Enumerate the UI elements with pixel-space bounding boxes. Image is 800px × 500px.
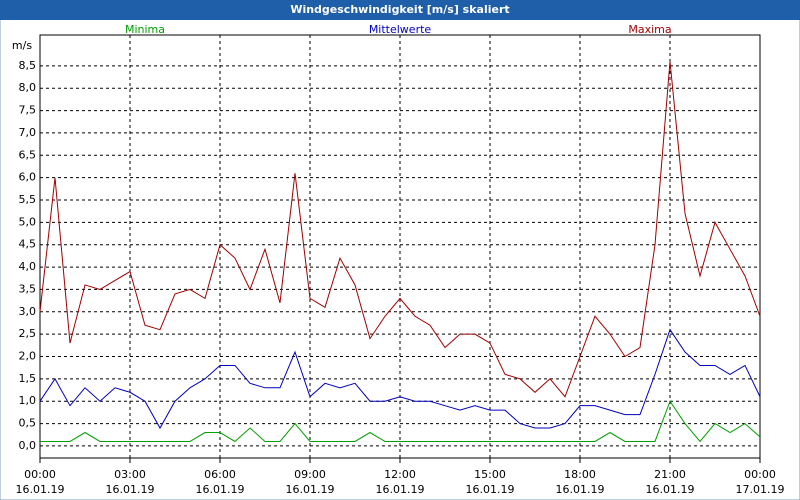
x-tick-label: 00:00 17.01.19 [736, 468, 785, 496]
series-line [39, 61, 761, 398]
chart-title: Windgeschwindigkeit [m/s] skaliert [290, 3, 509, 16]
y-tick-label: 0,5 [19, 417, 37, 430]
y-tick-label: 4,5 [19, 238, 37, 251]
x-tick-label: 18:00 16.01.19 [556, 468, 605, 496]
title-bar [0, 0, 800, 20]
y-tick-label: 5,0 [19, 215, 37, 228]
y-tick-label: 1,0 [19, 394, 37, 407]
y-tick-label: 3,5 [19, 282, 37, 295]
x-tick-label: 12:00 16.01.19 [376, 468, 425, 496]
series-line [40, 400, 761, 443]
y-tick-label: 7,5 [19, 104, 37, 117]
y-tick-label: 7,0 [19, 126, 37, 139]
x-tick-label: 09:00 16.01.19 [286, 468, 335, 496]
x-tick-label: 00:00 16.01.19 [16, 468, 65, 496]
x-tick-label: 03:00 16.01.19 [106, 468, 155, 496]
x-tick-label: 21:00 16.01.19 [646, 468, 695, 496]
y-tick-label: 1,5 [19, 372, 37, 385]
y-tick-label: 6,5 [19, 148, 37, 161]
legend-entry: Minima [125, 23, 165, 36]
y-tick-label: 5,5 [19, 193, 37, 206]
series-line [39, 328, 761, 430]
x-tick-label: 15:00 16.01.19 [466, 468, 515, 496]
y-tick-label: 8,0 [19, 81, 37, 94]
y-tick-label: 8,5 [19, 59, 37, 72]
y-axis-label: m/s [12, 39, 32, 52]
y-tick-label: 0,0 [19, 439, 37, 452]
y-tick-label: 3,0 [19, 305, 37, 318]
y-tick-label: 6,0 [19, 171, 37, 184]
x-tick-label: 06:00 16.01.19 [196, 468, 245, 496]
legend-entry: Maxima [628, 23, 671, 36]
y-tick-label: 4,0 [19, 260, 37, 273]
legend-entry: Mittelwerte [369, 23, 432, 36]
y-tick-label: 2,0 [19, 349, 37, 362]
y-tick-label: 2,5 [19, 327, 37, 340]
